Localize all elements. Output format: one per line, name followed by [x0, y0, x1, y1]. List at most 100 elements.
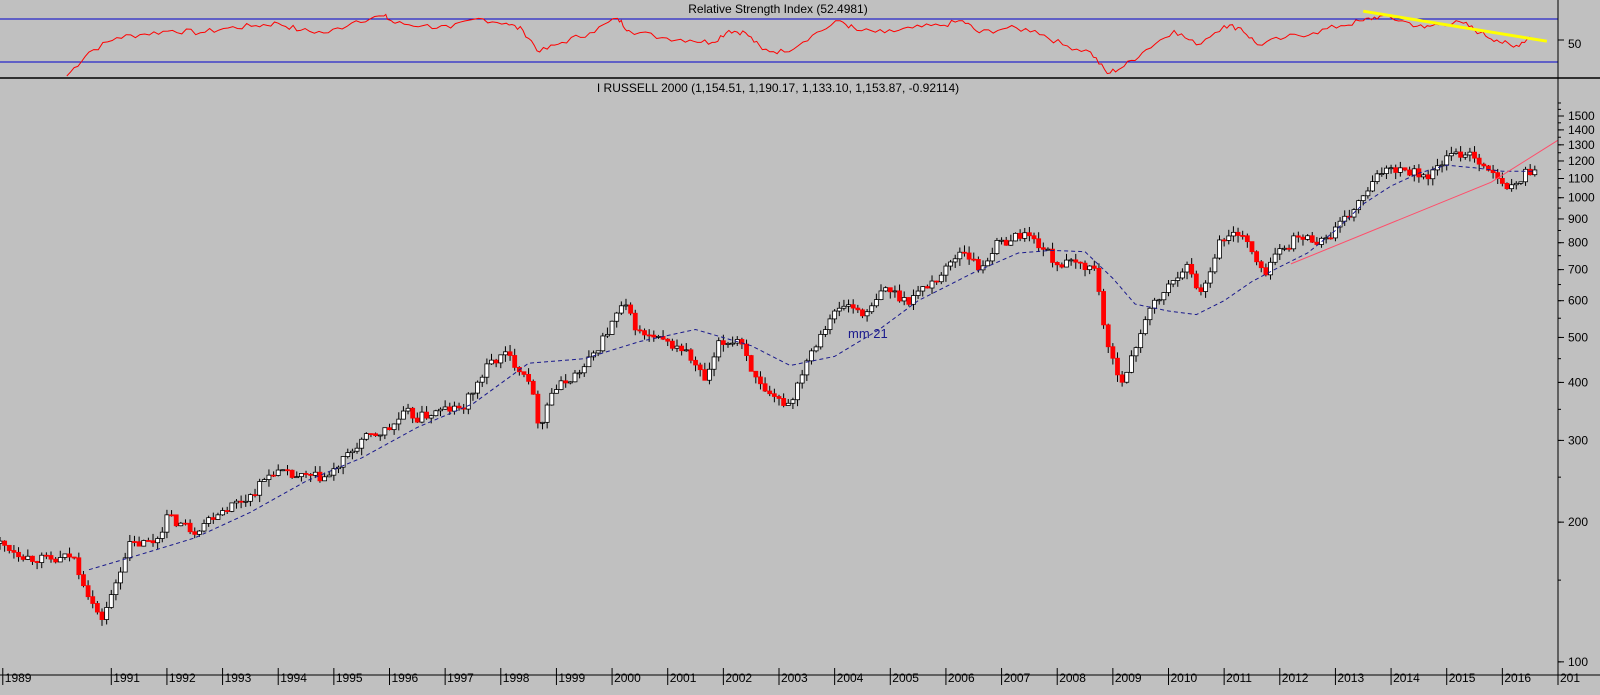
candle-down — [1040, 247, 1046, 250]
candle-up — [470, 392, 476, 395]
candle-down — [1407, 169, 1413, 176]
candle-up — [873, 299, 879, 307]
candle-down — [1091, 265, 1097, 269]
year-label: 1996 — [392, 671, 419, 685]
candle-up — [257, 481, 263, 496]
candle-up — [340, 456, 346, 468]
candle-up — [243, 500, 249, 503]
candle-down — [1119, 374, 1125, 383]
candle-down — [16, 551, 21, 558]
price-axis: 100 200 300 400 500 600 700 800 900 1000 1100 1200 1… — [1558, 39, 1595, 669]
candle-down — [850, 304, 856, 309]
candle-up — [62, 553, 68, 558]
candle-down — [521, 371, 527, 375]
candle-up — [827, 318, 833, 330]
candle-down — [76, 557, 82, 576]
candle-down — [71, 556, 77, 559]
candle-down — [424, 411, 429, 419]
candle-up — [901, 297, 907, 302]
candle-down — [753, 370, 759, 378]
candle-up — [178, 522, 184, 527]
candle-up — [1203, 282, 1208, 292]
candle-up — [683, 349, 689, 352]
candle-up — [354, 447, 360, 452]
candle-up — [1379, 173, 1385, 175]
candle-down — [934, 280, 940, 283]
candle-down — [99, 611, 105, 620]
candle-up — [118, 571, 123, 584]
candle-up — [864, 311, 870, 317]
candle-up — [818, 333, 824, 348]
rsi-panel-title: Relative Strength Index (52.4981) — [688, 2, 867, 16]
price-tick-label: 1500 — [1568, 109, 1595, 123]
candle-down — [1096, 267, 1102, 292]
candle-up — [401, 410, 406, 420]
year-label: 1995 — [336, 671, 363, 685]
candle-down — [6, 544, 12, 551]
candle-down — [1240, 235, 1246, 237]
candle-up — [419, 411, 425, 423]
year-label: 1997 — [447, 671, 474, 685]
candle-up — [405, 407, 411, 412]
rsi-line — [66, 13, 1531, 77]
candle-up — [1333, 226, 1338, 239]
candle-up — [846, 304, 851, 307]
candle-up — [549, 392, 555, 406]
candle-down — [1082, 262, 1088, 271]
candle-up — [581, 366, 587, 374]
candle-down — [1300, 236, 1306, 240]
year-label: 2006 — [948, 671, 975, 685]
candle-up — [1068, 259, 1074, 262]
candle-down — [669, 340, 675, 349]
candle-down — [1054, 262, 1060, 266]
candle-up — [878, 290, 884, 301]
candle-up — [623, 304, 629, 307]
candle-up — [869, 305, 875, 313]
candle-up — [196, 530, 202, 535]
year-label: 2012 — [1282, 671, 1309, 685]
year-label: 2003 — [781, 671, 808, 685]
candle-up — [201, 523, 207, 532]
year-label: 2001 — [670, 671, 697, 685]
candle-up — [1231, 231, 1236, 237]
candle-up — [938, 274, 944, 283]
candle-up — [1411, 168, 1417, 176]
candle-down — [43, 554, 49, 557]
candle-down — [1221, 239, 1227, 242]
candle-up — [1268, 261, 1273, 276]
candle-up — [892, 290, 898, 293]
candle-up — [465, 393, 471, 410]
candle-down — [493, 359, 499, 364]
candle-up — [730, 342, 736, 345]
candle-down — [1402, 167, 1408, 171]
year-label: 1999 — [558, 671, 585, 685]
candle-down — [11, 550, 17, 553]
year-label: 2009 — [1115, 671, 1142, 685]
candle-up — [1087, 265, 1093, 271]
candle-down — [758, 376, 763, 385]
candle-down — [646, 334, 652, 337]
price-panel-title: I RUSSELL 2000 (1,154.51, 1,190.17, 1,13… — [597, 81, 959, 95]
candle-up — [711, 356, 717, 370]
candle-down — [697, 364, 703, 371]
candle-down — [1193, 273, 1199, 289]
candle-down — [238, 500, 244, 503]
candle-up — [294, 476, 300, 479]
candle-down — [975, 259, 981, 271]
candle-up — [1523, 168, 1528, 183]
candle-up — [1175, 277, 1181, 281]
candle-up — [1370, 181, 1375, 192]
candle-down — [679, 345, 685, 352]
candle-down — [387, 427, 392, 431]
price-layer — [0, 139, 1559, 626]
candle-down — [1235, 231, 1241, 236]
candle-up — [1138, 333, 1144, 349]
candle-down — [1481, 163, 1487, 167]
candle-down — [1458, 151, 1464, 158]
candle-down — [317, 471, 323, 482]
price-tick-label: 400 — [1568, 375, 1588, 389]
candle-down — [2, 540, 8, 546]
candle-up — [915, 290, 921, 296]
candle-up — [999, 239, 1004, 242]
candle-down — [512, 355, 518, 368]
